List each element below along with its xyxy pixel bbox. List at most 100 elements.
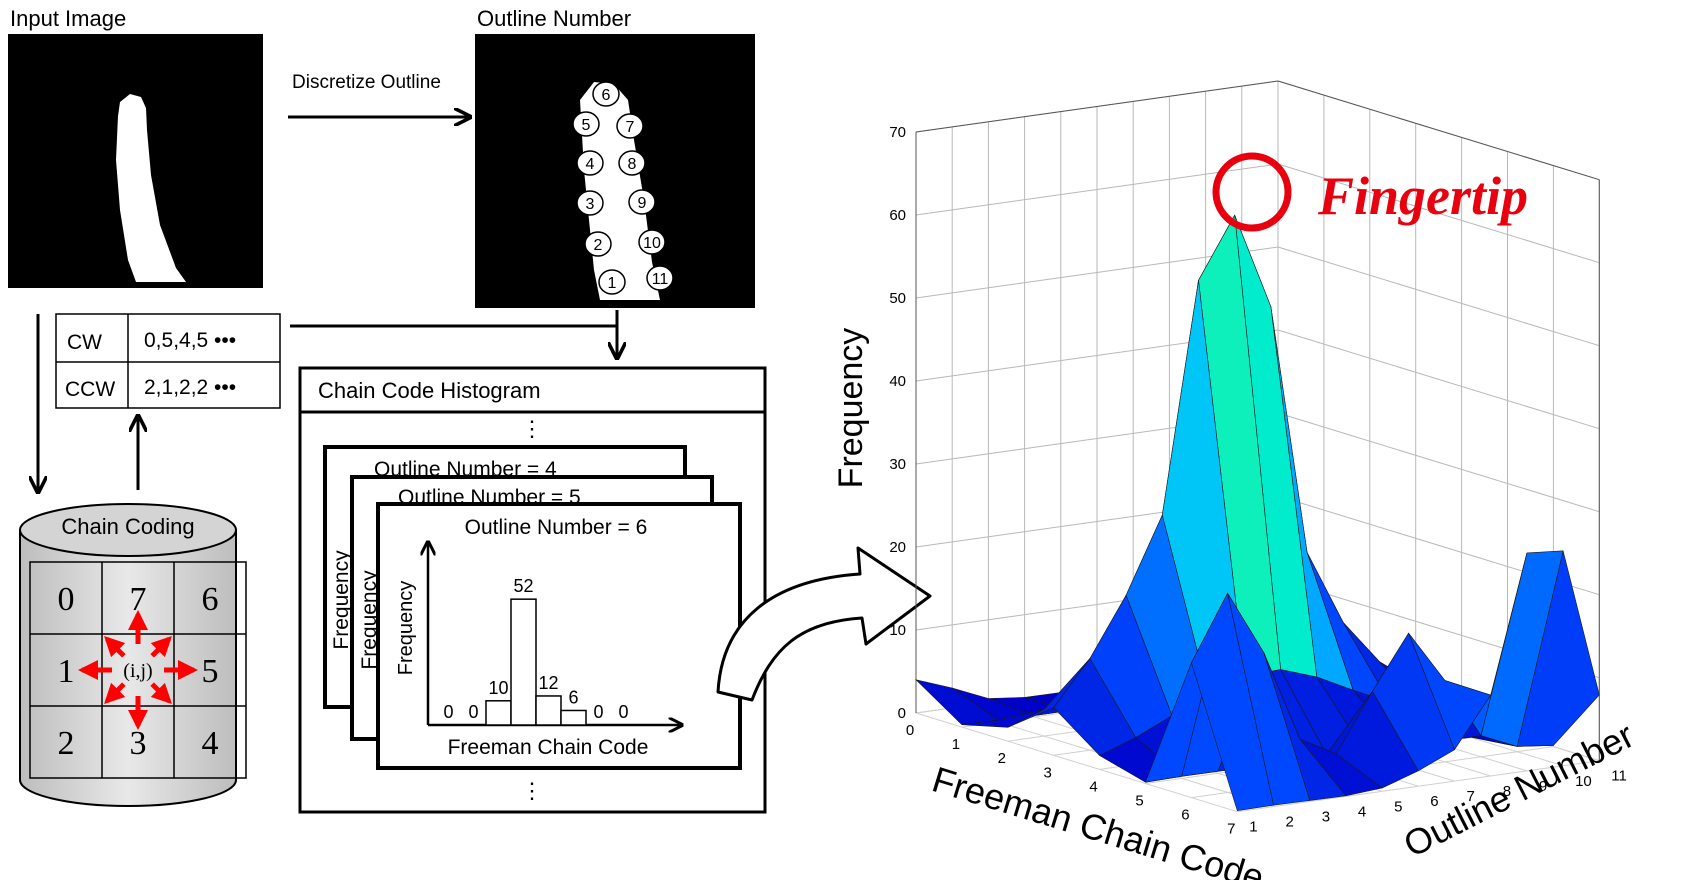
fingertip-annotation: Fingertip [1317,166,1528,226]
peak-marker-circle [1212,152,1292,232]
finger-silhouette [116,94,186,282]
histogram-bar [560,709,587,726]
y-tick-label: 1 [1249,819,1257,836]
histogram-bar-label: 0 [443,702,453,722]
table-row-codes: 0,5,4,5 ••• [144,329,236,352]
histogram-bar-label: 10 [488,678,508,698]
frame-gridline [1277,80,1600,181]
direction-code: 0 [58,581,75,618]
direction-arrow [104,636,126,658]
outline-marker-circle [628,189,656,215]
frame-gridline [915,712,1238,813]
x-tick-label: 4 [1089,778,1097,795]
chain-coding-cylinder: Chain Coding 0 7 6 1 (i,j) 5 2 3 4 [19,503,247,807]
ellipsis-bottom: ⋮ [521,778,543,803]
flow-connectors [38,310,617,492]
outline-marker-circle [598,269,626,295]
y-tick-label: 5 [1394,798,1402,815]
surface-patch [1191,592,1274,812]
grid-frame [29,561,247,779]
direction-code: 6 [202,581,219,618]
y-tick-label: 8 [1503,783,1511,800]
histogram-bar-label: 0 [618,702,628,722]
histogram-title: Chain Code Histogram [318,378,541,403]
histogram-card-6: Outline Number = 6 Frequency Freeman Cha… [376,502,742,770]
direction-code: 5 [202,653,219,690]
direction-code: 3 [130,725,147,762]
histogram-bar [485,700,512,726]
z-tick-label: 60 [889,207,906,224]
x-tick-label: 7 [1227,821,1235,838]
cylinder-top [19,503,237,557]
table-row-dir: CCW [65,378,115,401]
frame-gridline [1277,412,1600,513]
outline-marker-label: 5 [582,117,591,134]
outline-markers: 1 2 3 4 567 8 9 10 11 [572,81,674,295]
histogram-bar-label: 12 [538,673,558,693]
table-row-codes: 2,1,2,2 ••• [144,376,236,399]
outline-marker-circle [638,229,666,255]
table-frame [55,313,281,409]
input-image-title: Input Image [10,6,126,31]
outline-marker-circle [576,150,604,176]
x-tick-label: 6 [1181,807,1189,824]
y-tick-label: 9 [1539,778,1547,795]
outline-marker-label: 8 [628,156,637,173]
input-image-panel: Input Image [8,6,263,288]
x-tick-label: 3 [1044,764,1052,781]
y-tick-label: 11 [1611,768,1627,785]
x-tick-label: 1 [952,736,960,753]
histogram-bar [510,598,537,726]
chain-coding-title: Chain Coding [61,514,194,539]
outline-number-title: Outline Number [477,6,631,31]
direction-grid: 0 7 6 1 (i,j) 5 2 3 4 [29,561,247,779]
outline-marker-circle [616,113,644,139]
outline-marker-label: 11 [652,271,669,288]
outline-marker-label: 4 [586,156,595,173]
x-tick-label: 0 [906,722,914,739]
direction-code: 2 [58,725,75,762]
z-tick-label: 0 [898,705,906,722]
cylinder-body [19,529,237,807]
frame-gridline [1277,329,1600,430]
curved-arrow [716,546,932,702]
histogram-ylabel: Frequency [395,581,417,676]
table-row-dir: CW [67,331,102,354]
histogram-bar-label: 52 [513,576,533,596]
histogram-bar-label: 0 [468,702,478,722]
direction-code: 4 [202,725,219,762]
frame-gridline [1277,246,1600,347]
z-tick-label: 70 [889,124,906,141]
direction-code: 1 [58,653,75,690]
z-tick-label: 40 [889,373,906,390]
outline-marker-label: 10 [643,235,661,252]
card-frame [376,502,742,770]
ellipsis-top: ⋮ [521,416,543,441]
direction-arrow [150,682,172,704]
outline-marker-circle [618,150,646,176]
z-tick-label: 20 [889,539,906,556]
histogram-bar [535,695,562,726]
y-tick-label: 7 [1467,788,1475,805]
outline-marker-circle [646,265,674,291]
histogram-bar-label: 6 [568,687,578,707]
outline-marker-circle [572,111,600,137]
direction-arrow [104,682,126,704]
discretize-label: Discretize Outline [292,72,441,93]
outline-marker-label: 9 [638,195,647,212]
outline-marker-label: 6 [602,87,611,104]
z-tick-label: 30 [889,456,906,473]
xaxis-label: Freeman Chain Code [928,758,1269,880]
y-tick-label: 2 [1286,814,1294,831]
x-tick-label: 2 [998,750,1006,767]
frame-gridline [1277,163,1600,264]
direction-code: 7 [130,581,147,618]
y-tick-label: 4 [1358,803,1366,820]
histogram-bar-label: 0 [593,702,603,722]
y-tick-label: 6 [1430,793,1438,810]
y-tick-label: 3 [1322,809,1330,826]
z-tick-label: 50 [889,290,906,307]
